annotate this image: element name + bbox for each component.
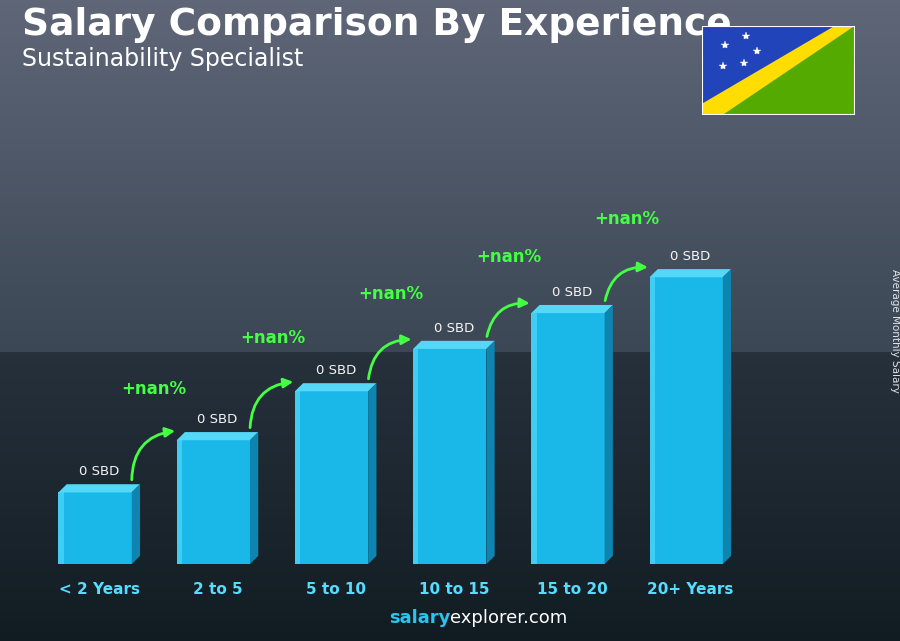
Text: 2 to 5: 2 to 5 [193, 582, 242, 597]
Bar [295, 392, 368, 564]
Polygon shape [531, 313, 536, 564]
Polygon shape [131, 484, 140, 564]
Text: 10 to 15: 10 to 15 [418, 582, 489, 597]
Text: Sustainability Specialist: Sustainability Specialist [22, 47, 303, 71]
Polygon shape [58, 484, 140, 492]
Polygon shape [702, 26, 855, 115]
Polygon shape [486, 341, 495, 564]
Text: Average Monthly Salary: Average Monthly Salary [890, 269, 900, 393]
Polygon shape [413, 349, 418, 564]
Text: explorer.com: explorer.com [450, 609, 567, 627]
Polygon shape [58, 492, 64, 564]
Polygon shape [295, 383, 376, 392]
Text: 0 SBD: 0 SBD [316, 364, 356, 378]
Polygon shape [702, 26, 855, 115]
Text: +nan%: +nan% [595, 210, 660, 228]
Polygon shape [250, 432, 258, 564]
Text: 0 SBD: 0 SBD [670, 250, 710, 263]
Polygon shape [531, 313, 536, 564]
Polygon shape [368, 383, 376, 564]
Polygon shape [295, 392, 300, 564]
Polygon shape [650, 269, 731, 278]
Polygon shape [702, 26, 855, 115]
Text: 5 to 10: 5 to 10 [306, 582, 365, 597]
Polygon shape [650, 278, 655, 564]
Bar [531, 313, 605, 564]
Polygon shape [723, 269, 731, 564]
Text: < 2 Years: < 2 Years [58, 582, 140, 597]
Text: 0 SBD: 0 SBD [79, 465, 120, 478]
Polygon shape [58, 492, 63, 564]
Bar [413, 349, 486, 564]
Polygon shape [176, 440, 182, 564]
Polygon shape [176, 440, 182, 564]
Polygon shape [413, 341, 495, 349]
Polygon shape [295, 392, 301, 564]
Text: +nan%: +nan% [358, 285, 423, 303]
Text: +nan%: +nan% [476, 248, 542, 266]
Text: Salary Comparison By Experience: Salary Comparison By Experience [22, 7, 732, 43]
Text: 0 SBD: 0 SBD [552, 286, 592, 299]
Bar [58, 492, 131, 564]
Text: +nan%: +nan% [240, 329, 305, 347]
Polygon shape [605, 305, 613, 564]
Polygon shape [413, 349, 418, 564]
Polygon shape [176, 432, 258, 440]
Text: salary: salary [389, 609, 450, 627]
Bar [176, 440, 250, 564]
Text: +nan%: +nan% [122, 380, 187, 398]
Text: 0 SBD: 0 SBD [434, 322, 474, 335]
Text: 20+ Years: 20+ Years [647, 582, 734, 597]
Bar [650, 278, 723, 564]
Polygon shape [650, 278, 654, 564]
Text: 0 SBD: 0 SBD [197, 413, 238, 426]
Polygon shape [531, 305, 613, 313]
Text: 15 to 20: 15 to 20 [536, 582, 608, 597]
